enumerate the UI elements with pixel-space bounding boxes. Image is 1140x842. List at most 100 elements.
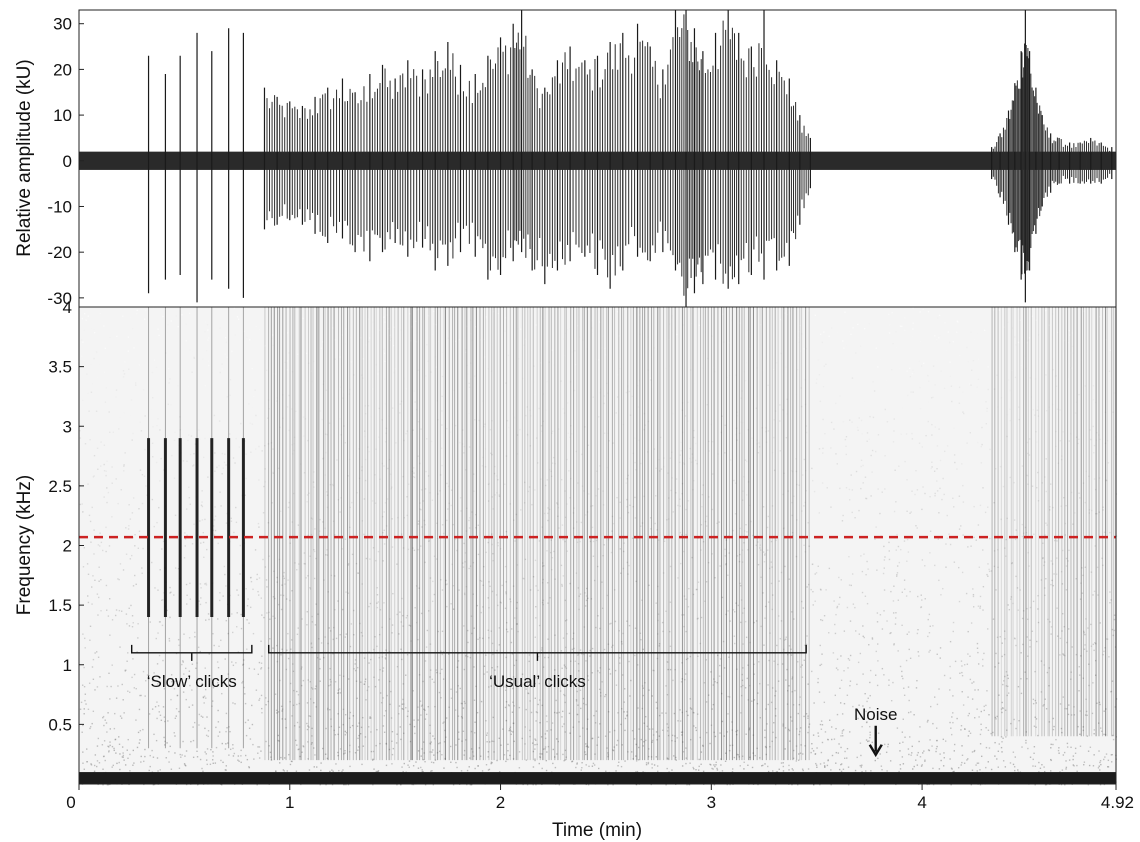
noise-speckle (314, 624, 317, 626)
noise-speckle (403, 517, 406, 519)
noise-speckle (817, 677, 819, 680)
noise-speckle (339, 356, 341, 358)
noise-speckle (224, 336, 227, 339)
noise-speckle (879, 753, 881, 755)
noise-speckle (560, 390, 562, 392)
noise-speckle (392, 407, 394, 409)
noise-speckle (1000, 518, 1002, 521)
noise-speckle (812, 590, 814, 593)
noise-speckle (909, 590, 911, 593)
noise-speckle (151, 749, 153, 752)
noise-speckle (675, 478, 678, 480)
noise-speckle (641, 599, 643, 601)
noise-speckle (610, 622, 612, 625)
noise-speckle (182, 740, 184, 743)
noise-speckle (899, 764, 901, 766)
noise-speckle (337, 733, 339, 736)
noise-speckle (798, 703, 801, 706)
noise-speckle (757, 692, 759, 694)
noise-speckle (432, 749, 434, 751)
noise-speckle (246, 648, 248, 650)
noise-speckle (525, 414, 527, 417)
noise-speckle (155, 637, 157, 640)
noise-speckle (311, 742, 313, 744)
noise-speckle (649, 377, 652, 379)
noise-speckle (983, 329, 986, 332)
noise-speckle (877, 643, 879, 645)
noise-speckle (406, 496, 408, 498)
noise-speckle (1021, 746, 1023, 748)
noise-speckle (1042, 557, 1044, 559)
noise-speckle (326, 757, 329, 760)
noise-speckle (921, 559, 924, 561)
noise-speckle (591, 765, 594, 767)
noise-speckle (385, 649, 387, 651)
noise-speckle (527, 490, 530, 493)
noise-speckle (126, 749, 128, 751)
noise-speckle (1022, 537, 1025, 540)
noise-speckle (906, 370, 908, 372)
noise-speckle (199, 438, 201, 440)
noise-speckle (952, 695, 954, 697)
noise-speckle (996, 758, 998, 760)
noise-speckle (815, 572, 818, 574)
noise-speckle (319, 667, 321, 670)
noise-speckle (168, 640, 171, 642)
noise-speckle (1066, 708, 1068, 710)
noise-speckle (577, 704, 579, 706)
noise-speckle (665, 783, 667, 786)
noise-speckle (1019, 589, 1021, 591)
noise-speckle (1048, 324, 1051, 326)
noise-speckle (938, 512, 940, 514)
noise-speckle (851, 511, 853, 514)
noise-speckle (381, 626, 383, 629)
noise-speckle (932, 625, 934, 627)
noise-speckle (976, 642, 979, 645)
noise-speckle (624, 729, 626, 732)
noise-speckle (192, 739, 195, 742)
noise-speckle (742, 490, 744, 492)
noise-speckle (283, 770, 286, 772)
noise-speckle (938, 428, 940, 430)
noise-speckle (174, 431, 176, 434)
noise-speckle (152, 680, 154, 682)
noise-speckle (441, 524, 444, 526)
noise-speckle (392, 592, 394, 595)
noise-speckle (919, 386, 921, 389)
noise-speckle (743, 761, 745, 763)
noise-speckle (845, 453, 848, 456)
noise-speckle (645, 715, 647, 718)
noise-speckle (875, 450, 877, 453)
noise-speckle (156, 307, 158, 309)
noise-speckle (426, 343, 428, 346)
noise-speckle (109, 741, 111, 743)
noise-speckle (485, 317, 487, 319)
noise-speckle (651, 767, 653, 769)
noise-speckle (574, 350, 576, 352)
noise-speckle (105, 550, 107, 553)
noise-speckle (412, 429, 414, 431)
noise-speckle (487, 756, 489, 758)
noise-speckle (679, 498, 681, 500)
noise-speckle (208, 653, 210, 655)
noise-speckle (962, 391, 964, 393)
noise-speckle (337, 751, 339, 754)
noise-speckle (730, 319, 733, 322)
noise-speckle (303, 552, 306, 554)
noise-speckle (83, 708, 85, 710)
noise-speckle (462, 730, 465, 733)
noise-speckle (1079, 710, 1081, 712)
noise-speckle (1029, 756, 1032, 758)
noise-speckle (156, 521, 158, 524)
noise-speckle (469, 565, 472, 567)
noise-speckle (883, 567, 886, 569)
noise-speckle (938, 314, 941, 317)
noise-speckle (771, 608, 774, 611)
noise-speckle (1063, 654, 1065, 656)
noise-speckle (504, 689, 507, 691)
noise-speckle (548, 361, 551, 363)
noise-speckle (417, 767, 420, 769)
noise-speckle (571, 351, 573, 353)
noise-speckle (633, 738, 636, 740)
noise-speckle (907, 711, 910, 714)
